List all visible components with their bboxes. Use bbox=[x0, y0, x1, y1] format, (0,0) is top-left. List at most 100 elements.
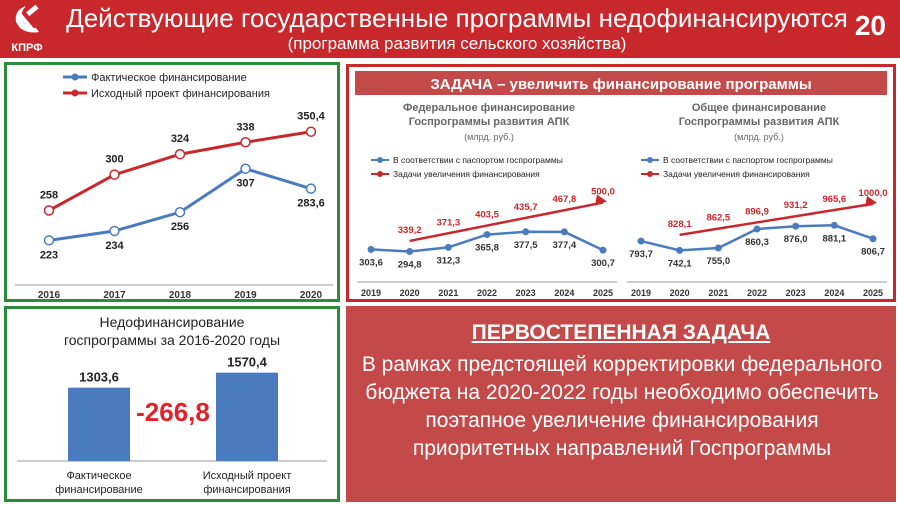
data-label: 881,1 bbox=[822, 233, 846, 244]
x-tick-label: 2021 bbox=[438, 288, 458, 298]
x-tick-label: 2023 bbox=[786, 288, 806, 298]
x-tick-label: 2023 bbox=[516, 288, 536, 298]
chart-panel-task: ЗАДАЧА – увеличить финансирование програ… bbox=[346, 64, 896, 302]
data-label: 300,7 bbox=[591, 258, 615, 269]
data-label: 896,9 bbox=[745, 206, 769, 217]
data-label: 307 bbox=[236, 178, 254, 190]
x-tick-label: 2018 bbox=[169, 290, 192, 299]
legend-marker bbox=[71, 73, 79, 81]
chart-funding-2016-2020: 2016 2017 2018 2019 2020 Фактическое финансир… bbox=[15, 72, 333, 301]
bar-value-label: 1303,6 bbox=[79, 370, 119, 385]
data-label: 377,5 bbox=[514, 240, 538, 251]
data-point bbox=[560, 228, 568, 236]
data-point bbox=[599, 246, 607, 254]
x-tick-label: 2020 bbox=[400, 288, 420, 298]
chart-unit: (млрд. руб.) bbox=[734, 132, 784, 142]
task-banner-bg bbox=[355, 71, 887, 95]
data-point bbox=[830, 221, 838, 229]
data-point bbox=[522, 228, 530, 236]
chart-title-line: Недофинансирование bbox=[100, 314, 245, 330]
data-point bbox=[109, 169, 120, 180]
data-label: 793,7 bbox=[629, 249, 653, 260]
difference-value: -266,8 bbox=[136, 397, 210, 427]
x-tick-label: 2022 bbox=[747, 288, 767, 298]
data-point bbox=[637, 237, 645, 245]
x-tick-label: 2025 bbox=[593, 288, 613, 298]
legend-label: Задачи увеличения финансирования bbox=[393, 169, 540, 179]
data-label: 876,0 bbox=[784, 234, 808, 245]
legend-label: Исходный проект финансирования bbox=[91, 88, 270, 100]
legend-marker bbox=[647, 157, 653, 163]
page-title: Действующие государственные программы не… bbox=[66, 3, 848, 33]
data-point bbox=[753, 225, 761, 233]
x-tick-label: 2020 bbox=[300, 290, 323, 299]
x-tick-label: 2024 bbox=[824, 288, 844, 298]
category-label: финансирования bbox=[203, 484, 290, 496]
page-subtitle: (программа развития сельского хозяйства) bbox=[287, 34, 627, 53]
data-label: 965,6 bbox=[822, 194, 846, 205]
legend-label: В соответствии с паспортом госпрограммы bbox=[663, 155, 833, 165]
priority-task-panel: ПЕРВОСТЕПЕННАЯ ЗАДАЧА В рамках предстоящ… bbox=[346, 306, 896, 502]
data-label: 300 bbox=[105, 154, 123, 166]
header-bar: КПРФ Действующие государственные програм… bbox=[0, 0, 900, 58]
data-label: 931,2 bbox=[784, 200, 808, 211]
legend-marker bbox=[377, 157, 383, 163]
data-point bbox=[714, 244, 722, 252]
data-label: 223 bbox=[40, 249, 58, 261]
chart-panel-2016-2020: 2016 2017 2018 2019 2020 Фактическое финансир… bbox=[4, 62, 340, 302]
data-point bbox=[240, 163, 251, 174]
data-label: 1000,0 bbox=[858, 188, 887, 199]
data-label: 294,8 bbox=[398, 260, 422, 271]
data-label: 806,7 bbox=[861, 247, 885, 258]
data-label: 828,1 bbox=[668, 219, 692, 230]
data-label: 435,7 bbox=[514, 202, 538, 213]
data-point bbox=[43, 205, 55, 216]
category-label: Исходный проект bbox=[203, 470, 292, 482]
data-point bbox=[43, 235, 55, 246]
arrow-head bbox=[595, 194, 607, 206]
data-label: 860,3 bbox=[745, 237, 769, 248]
data-label: 862,5 bbox=[706, 213, 730, 224]
chart-title-line: Госпрограммы развития АПК bbox=[679, 116, 840, 128]
priority-text: В рамках предстоящей корректировки федер… bbox=[361, 353, 883, 460]
legend-label: В соответствии с паспортом госпрограммы bbox=[393, 155, 563, 165]
data-point bbox=[676, 246, 684, 254]
data-point bbox=[305, 183, 317, 194]
chart-unit: (млрд. руб.) bbox=[464, 132, 514, 142]
data-label: 350,4 bbox=[297, 111, 325, 123]
data-label: 256 bbox=[171, 221, 189, 233]
data-point bbox=[109, 225, 120, 237]
category-label: финансирование bbox=[55, 484, 143, 496]
logo-label: КПРФ bbox=[11, 42, 43, 54]
data-point bbox=[174, 206, 186, 218]
legend-label: Задачи увеличения финансирования bbox=[663, 169, 810, 179]
x-tick-label: 2020 bbox=[670, 288, 690, 298]
chart-title-line: Госпрограммы развития АПК bbox=[409, 116, 570, 128]
data-point bbox=[869, 235, 877, 243]
bar bbox=[216, 372, 278, 461]
data-label: 755,0 bbox=[706, 256, 730, 267]
data-label: 365,8 bbox=[475, 243, 499, 254]
legend-label: Фактическое финансирование bbox=[91, 72, 247, 84]
kprf-logo: КПРФ bbox=[2, 2, 52, 56]
category-label: Фактическое bbox=[66, 470, 131, 482]
arrow-head bbox=[865, 195, 877, 207]
data-label: 467,8 bbox=[552, 194, 576, 205]
slide-number: 20 bbox=[854, 10, 886, 41]
data-label: 339,2 bbox=[398, 225, 422, 236]
data-point bbox=[367, 245, 375, 253]
data-point bbox=[174, 148, 186, 160]
data-label: 258 bbox=[40, 189, 58, 201]
series-line bbox=[409, 201, 604, 243]
chart-panel-underfunding: Недофинансирование госпрограммы за 2016-2… bbox=[4, 306, 340, 502]
chart-task-panel: ЗАДАЧА – увеличить финансирование програ… bbox=[355, 71, 888, 298]
data-label: 234 bbox=[105, 240, 124, 252]
x-tick-label: 2021 bbox=[708, 288, 728, 298]
data-label: 312,3 bbox=[436, 255, 460, 266]
data-label: 742,1 bbox=[668, 258, 692, 269]
x-tick-label: 2017 bbox=[103, 290, 126, 299]
series-line bbox=[679, 202, 874, 237]
data-label: 283,6 bbox=[297, 198, 325, 210]
data-label: 377,4 bbox=[552, 240, 576, 251]
x-tick-label: 2025 bbox=[863, 288, 883, 298]
